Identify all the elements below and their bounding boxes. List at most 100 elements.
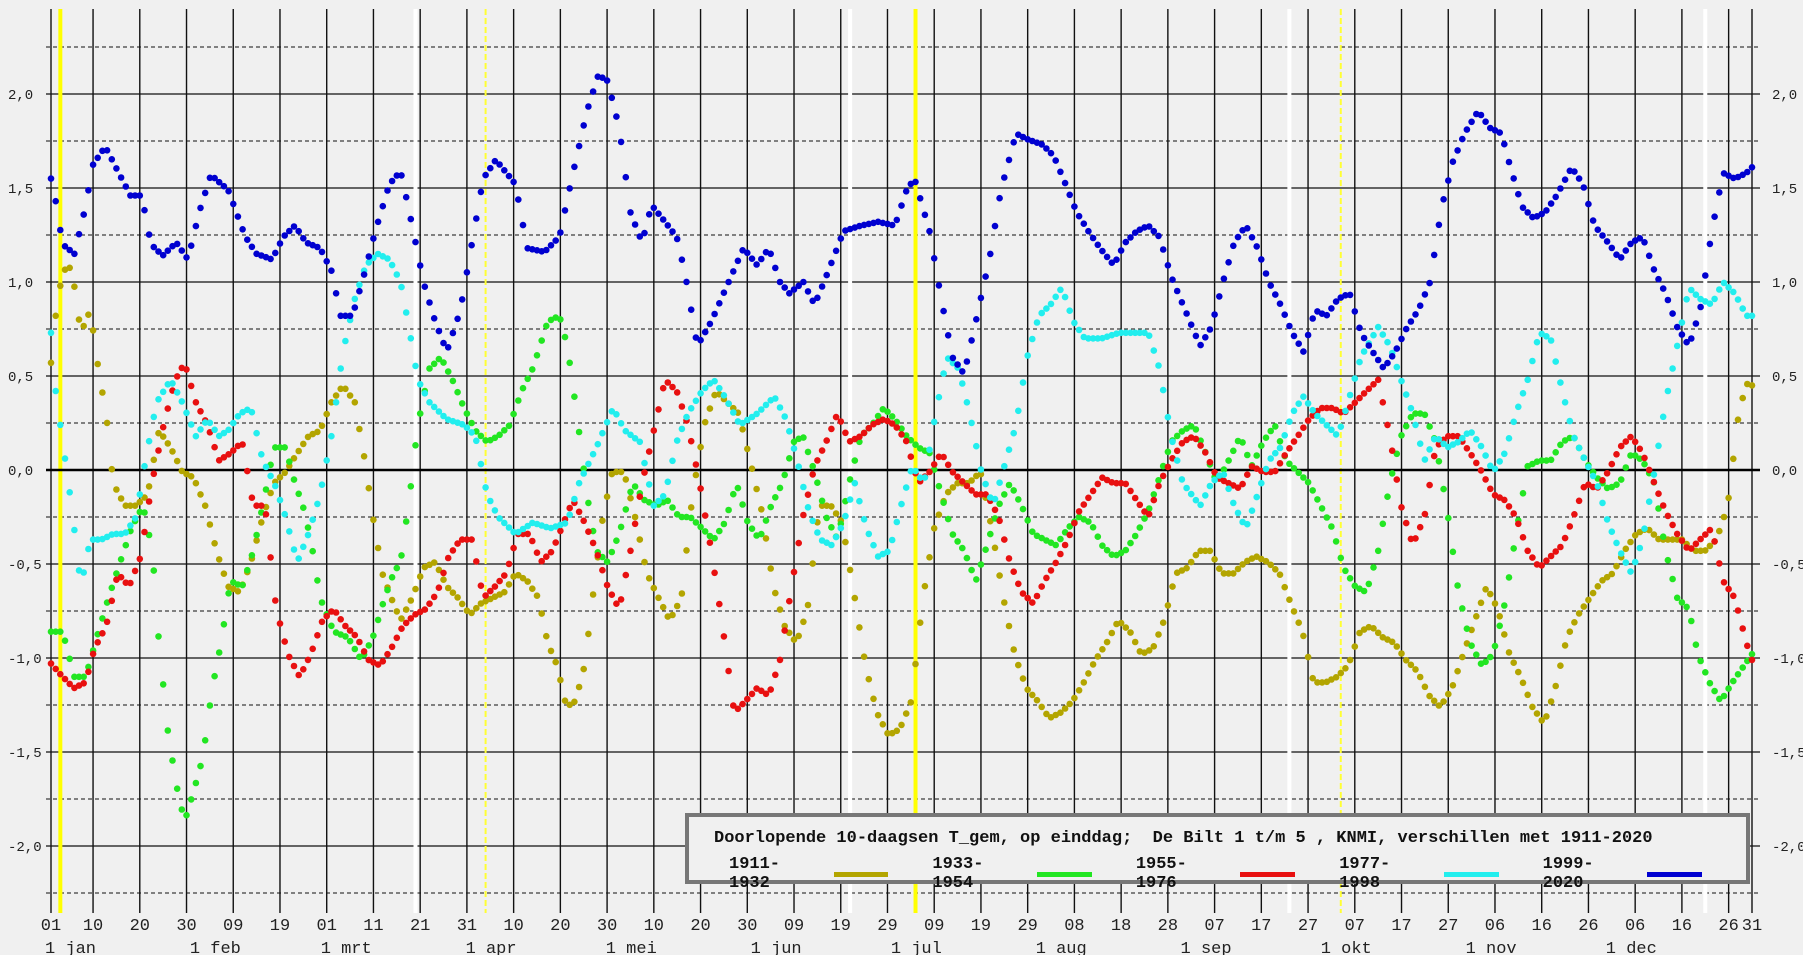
data-point <box>477 582 485 589</box>
data-point <box>1445 690 1452 698</box>
data-point <box>1501 450 1508 458</box>
data-point <box>1244 225 1251 232</box>
data-point <box>220 570 228 577</box>
data-point <box>1230 242 1237 250</box>
data-point <box>1295 431 1302 439</box>
legend-swatch <box>1240 871 1296 877</box>
data-point <box>281 510 289 518</box>
data-point <box>1356 629 1363 637</box>
data-point <box>66 489 73 496</box>
data-point <box>258 451 265 458</box>
data-point <box>730 409 737 416</box>
data-point <box>1711 538 1718 545</box>
data-point <box>421 283 429 291</box>
data-point <box>487 587 494 595</box>
data-point <box>557 229 564 236</box>
data-point <box>1459 605 1466 612</box>
data-point <box>580 665 587 673</box>
data-point <box>748 255 756 262</box>
data-point <box>332 399 340 406</box>
data-point <box>776 278 784 286</box>
data-point <box>1061 293 1069 301</box>
data-point <box>987 530 994 538</box>
x-tick-label: 28 <box>1158 917 1178 936</box>
data-point <box>1038 583 1045 590</box>
data-point <box>706 405 714 412</box>
data-point <box>458 421 466 428</box>
y-tick-label: 1,5 <box>8 182 33 198</box>
data-point <box>1561 399 1569 406</box>
data-point <box>1066 531 1073 539</box>
data-point <box>1603 238 1611 245</box>
data-point <box>398 552 405 559</box>
data-point <box>1748 382 1756 389</box>
data-point <box>328 399 335 406</box>
data-point <box>641 459 648 467</box>
data-point <box>1725 585 1732 593</box>
data-point <box>772 264 779 272</box>
data-point <box>454 315 461 323</box>
month-label: 1 jun <box>751 940 802 955</box>
data-point <box>80 569 87 576</box>
data-point <box>1085 227 1092 235</box>
data-point <box>716 600 723 608</box>
data-point <box>888 221 896 229</box>
data-point <box>173 373 181 380</box>
data-point <box>767 503 774 511</box>
data-point <box>57 226 64 234</box>
month-label: 1 mrt <box>321 940 372 955</box>
data-point <box>916 195 924 202</box>
data-point <box>1206 547 1214 555</box>
data-point <box>57 282 64 290</box>
data-point <box>187 421 195 428</box>
data-point <box>1047 149 1055 157</box>
data-point <box>398 172 405 179</box>
data-point <box>1169 438 1176 446</box>
data-point <box>940 499 947 507</box>
data-point <box>1145 223 1153 230</box>
data-point <box>1075 508 1083 515</box>
data-point <box>239 441 246 448</box>
data-point <box>1159 386 1167 394</box>
data-point <box>711 310 718 318</box>
data-point <box>959 478 966 485</box>
data-point <box>304 656 312 664</box>
x-tick-label: 08 <box>1064 917 1084 936</box>
data-point <box>244 566 251 574</box>
data-point <box>758 506 765 513</box>
data-point <box>1421 683 1429 691</box>
data-point <box>412 442 419 449</box>
data-point <box>1744 168 1751 176</box>
data-point <box>393 564 401 572</box>
x-tick-label: 31 <box>457 917 477 936</box>
data-point <box>173 389 181 396</box>
data-point <box>1636 445 1644 453</box>
data-point <box>1356 324 1363 332</box>
data-point <box>1697 303 1704 311</box>
data-point <box>1673 342 1681 350</box>
x-tick-label: 17 <box>1251 917 1271 936</box>
data-point <box>613 411 620 418</box>
data-point <box>655 497 662 505</box>
data-point <box>201 189 209 197</box>
data-point <box>1393 363 1401 371</box>
data-point <box>1627 433 1634 441</box>
data-point <box>991 506 999 514</box>
data-point <box>1571 434 1578 442</box>
data-point <box>832 533 840 541</box>
data-point <box>1552 193 1559 201</box>
data-point <box>159 388 167 396</box>
data-point <box>599 566 606 574</box>
data-point <box>1346 291 1354 299</box>
data-point <box>1356 358 1363 366</box>
data-point <box>145 437 153 445</box>
data-point <box>758 530 765 538</box>
data-point <box>496 161 503 168</box>
x-tick-label: 27 <box>1298 917 1318 936</box>
data-point <box>673 437 681 444</box>
data-point <box>323 410 331 418</box>
data-point <box>1575 444 1583 452</box>
data-point <box>1206 326 1214 333</box>
data-point <box>543 632 550 640</box>
data-point <box>342 622 349 630</box>
